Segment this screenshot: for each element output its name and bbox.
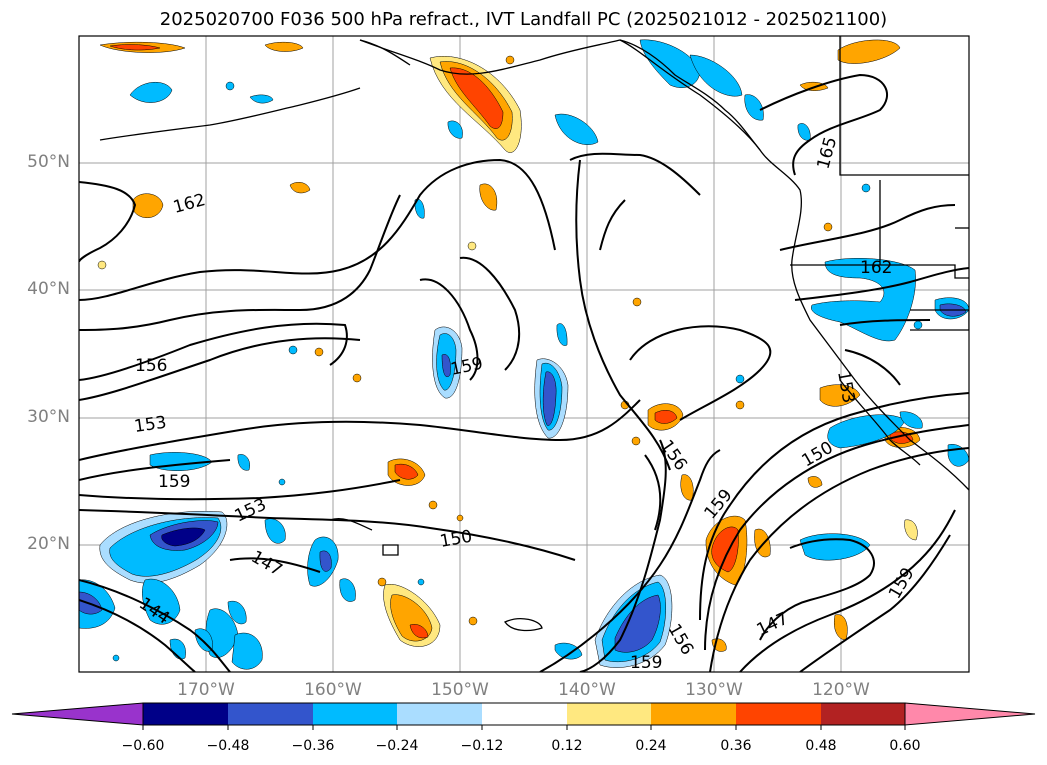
colorbar-extend-low — [11, 702, 144, 726]
contour-label: 162 — [860, 258, 892, 278]
colorbar — [11, 702, 1036, 730]
colorbar-swatch — [821, 703, 905, 725]
contour-label: 156 — [135, 356, 167, 376]
colorbar-swatch — [736, 703, 821, 725]
contour-label: 153 — [133, 413, 168, 437]
contour-label: 165 — [814, 135, 842, 172]
lon-tick-label: 160°W — [304, 680, 362, 700]
map-title: 2025020700 F036 500 hPa refract., IVT La… — [159, 9, 888, 30]
lon-tick-label: 120°W — [812, 680, 870, 700]
colorbar-extend-high — [904, 702, 1036, 726]
contour-label: 159 — [630, 653, 662, 673]
contour-label: 159 — [158, 472, 190, 492]
lon-tick-label: 140°W — [558, 680, 616, 700]
contour-label: 147 — [248, 547, 286, 581]
lat-tick-label: 40°N — [27, 279, 70, 299]
contour-label: 150 — [438, 527, 473, 552]
filled-patches — [79, 39, 969, 670]
contour-label: 162 — [171, 190, 208, 218]
colorbar-tick-label: 0.36 — [720, 738, 752, 754]
colorbar-tick-label: 0.12 — [551, 738, 583, 754]
lon-tick-label: 130°W — [685, 680, 743, 700]
lat-tick-label: 30°N — [27, 407, 70, 427]
colorbar-swatch — [482, 703, 567, 725]
colorbar-tick-label: 0.24 — [635, 738, 667, 754]
lat-tick-label: 50°N — [27, 152, 70, 172]
colorbar-tick-label: −0.60 — [121, 738, 165, 754]
colorbar-tick-label: −0.12 — [460, 738, 504, 754]
colorbar-tick-label: −0.36 — [291, 738, 335, 754]
contour-label: 159 — [885, 564, 919, 602]
colorbar-swatch — [651, 703, 736, 725]
colorbar-swatch — [567, 703, 651, 725]
map-frame — [78, 35, 970, 673]
colorbar-swatch — [143, 703, 228, 725]
lon-tick-label: 170°W — [177, 680, 235, 700]
colorbar-swatch — [228, 703, 313, 725]
lon-tick-label: 150°W — [431, 680, 489, 700]
coastlines — [99, 36, 969, 632]
map-area: 162 156 153 159 159 153 147 144 150 156 … — [79, 36, 969, 673]
contours — [79, 73, 969, 672]
colorbar-tick-label: −0.24 — [375, 738, 419, 754]
colorbar-swatch — [313, 703, 397, 725]
colorbar-swatch — [397, 703, 482, 725]
colorbar-tick-label: −0.48 — [206, 738, 250, 754]
colorbar-tick-label: 0.48 — [805, 738, 837, 754]
colorbar-tick-label: 0.60 — [889, 738, 921, 754]
lat-tick-label: 20°N — [27, 534, 70, 554]
